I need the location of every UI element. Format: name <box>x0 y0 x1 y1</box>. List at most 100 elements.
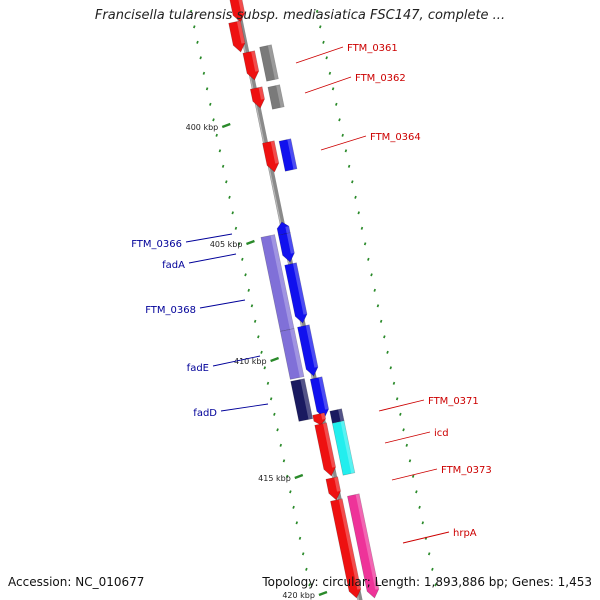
ruler-dot <box>357 211 360 215</box>
ruler-dot <box>427 552 431 556</box>
feature-cds-ftm0366[interactable] <box>276 221 291 236</box>
feature-cds-ftm0364[interactable] <box>262 140 280 173</box>
ruler-dot <box>341 133 344 137</box>
feature-cds-shape[interactable] <box>228 20 247 53</box>
gene-label-ftm-0361[interactable]: FTM_0361 <box>347 43 398 54</box>
ruler-dot <box>408 459 412 463</box>
ruler-dot <box>276 428 279 432</box>
ruler-dot <box>373 288 376 292</box>
tick-label: 405 kbp <box>210 240 243 249</box>
gene-label-ftm-0364[interactable]: FTM_0364 <box>370 132 421 143</box>
leader-line-ftm-0361 <box>295 46 344 64</box>
ruler-dot <box>379 319 383 323</box>
feature-cds-ftm0364-shape[interactable] <box>262 140 280 173</box>
feature-cds[interactable] <box>330 498 362 599</box>
ruler-dot <box>338 118 341 122</box>
feature-cds[interactable] <box>329 408 345 424</box>
ruler-dot <box>386 350 389 354</box>
ruler-dot <box>225 180 228 184</box>
feature-cds-ftm0368[interactable] <box>297 324 319 377</box>
gene-label-icd[interactable]: icd <box>434 428 449 439</box>
gene-label-ftm-0366[interactable]: FTM_0366 <box>131 239 182 250</box>
ruler-dot <box>399 412 402 416</box>
feature-cds[interactable] <box>284 262 309 324</box>
feature-cds[interactable] <box>309 376 330 419</box>
ruler-dot <box>322 40 325 44</box>
feature-cds-shape[interactable] <box>249 86 266 109</box>
feature-cds-shape[interactable] <box>228 0 246 23</box>
leader-line-icd <box>384 431 431 444</box>
gene-label-hrpa[interactable]: hrpA <box>453 528 477 539</box>
feature-cds-fadd-gloss <box>300 378 313 420</box>
feature-cds-fadd-shape[interactable] <box>290 378 314 422</box>
feature-cds[interactable] <box>228 0 246 23</box>
ruler-dot <box>257 335 260 339</box>
feature-cds-ftm0361-shape[interactable] <box>259 44 279 82</box>
ruler-dot <box>434 583 437 587</box>
ruler-dot <box>360 226 364 230</box>
gene-label-ftm-0362[interactable]: FTM_0362 <box>355 73 406 84</box>
feature-cds-ftm0371-shape[interactable] <box>312 412 327 426</box>
feature-cds-hrpa[interactable] <box>347 493 380 599</box>
feature-cds-shape[interactable] <box>260 234 295 332</box>
feature-cds-ftm0366-shape[interactable] <box>276 221 291 236</box>
ruler-dot <box>244 273 247 277</box>
ruler-dot <box>199 56 202 60</box>
ruler-dot <box>285 474 289 478</box>
leader-line-fada <box>188 253 237 264</box>
feature-cds-ftm0362-shape[interactable] <box>267 84 285 110</box>
feature-cds-shape[interactable] <box>329 408 345 424</box>
ruler-dot <box>424 536 428 540</box>
gene-label-fade[interactable]: fadE <box>187 363 209 374</box>
feature-cds-shape[interactable] <box>330 498 362 599</box>
ruler-dot <box>367 257 370 261</box>
gene-label-fadd[interactable]: fadD <box>193 408 217 419</box>
gene-label-ftm-0371[interactable]: FTM_0371 <box>428 396 479 407</box>
ruler-dot <box>328 71 332 75</box>
feature-cds-fade-shape[interactable] <box>279 328 305 380</box>
tick-label: 410 kbp <box>234 357 267 366</box>
feature-cds[interactable] <box>260 234 295 332</box>
ruler-dot <box>421 521 425 525</box>
ruler-dot <box>405 443 409 447</box>
gene-label-fada[interactable]: fadA <box>162 260 185 271</box>
feature-cds-icd[interactable] <box>331 420 356 476</box>
feature-cds-ftm0361[interactable] <box>259 44 279 82</box>
feature-cds[interactable] <box>242 50 261 81</box>
feature-cds-shape[interactable] <box>314 422 337 477</box>
ruler-dot <box>289 490 292 494</box>
feature-cds-shape[interactable] <box>278 138 298 172</box>
ruler-dot <box>389 366 393 370</box>
feature-cds-ftm0362[interactable] <box>267 84 285 110</box>
feature-cds[interactable] <box>249 86 266 109</box>
feature-cds-ftm0373-shape[interactable] <box>325 476 342 501</box>
feature-cds-hrpa-gloss <box>355 493 379 590</box>
feature-cds-ftm0371[interactable] <box>312 412 327 426</box>
feature-cds-ftm0368-shape[interactable] <box>297 324 319 377</box>
ruler-dot <box>234 226 238 230</box>
feature-cds-shape[interactable] <box>284 262 309 324</box>
ruler-dot <box>392 381 396 385</box>
ruler-dot <box>205 87 209 91</box>
feature-cds-ftm0373[interactable] <box>325 476 342 501</box>
feature-cds-shape[interactable] <box>242 50 261 81</box>
feature-cds-fade-gloss <box>289 328 304 378</box>
gene-label-ftm-0368[interactable]: FTM_0368 <box>145 305 196 316</box>
feature-cds-icd-shape[interactable] <box>331 420 356 476</box>
gene-label-ftm-0373[interactable]: FTM_0373 <box>441 465 492 476</box>
ruler-dot <box>395 397 399 401</box>
feature-cds-hrpa-shape[interactable] <box>347 493 380 599</box>
ruler-dot <box>241 257 244 261</box>
feature-cds-fadd[interactable] <box>290 378 314 422</box>
feature-cds[interactable] <box>228 20 247 53</box>
ruler-dot <box>351 180 354 184</box>
feature-cds-fade[interactable] <box>279 328 305 380</box>
feature-cds-fada-shape[interactable] <box>278 232 296 263</box>
feature-cds[interactable] <box>314 422 337 477</box>
feature-cds-fada[interactable] <box>278 232 296 263</box>
feature-cds-ftm0366-gloss <box>285 226 291 234</box>
feature-cds[interactable] <box>278 138 298 172</box>
ruler-dot <box>247 288 250 292</box>
feature-cds-ftm0368-gloss <box>305 324 318 368</box>
